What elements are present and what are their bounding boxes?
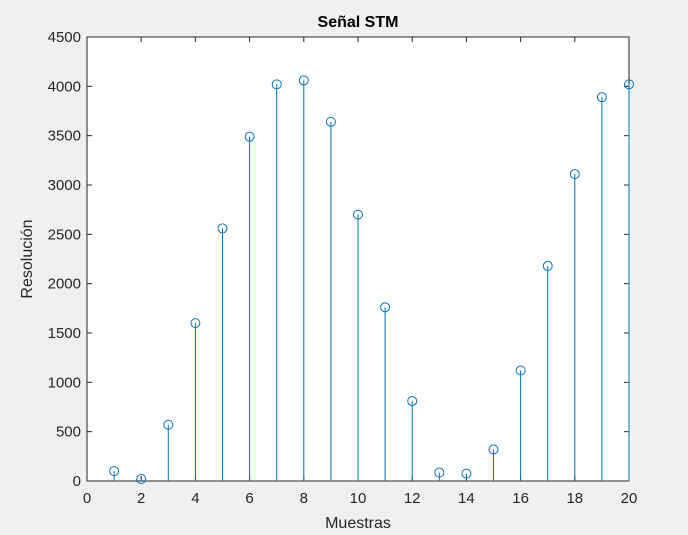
stem-marker [136,474,147,485]
x-tick-label: 4 [191,490,199,507]
stem-marker [380,302,391,313]
stem-marker [515,365,526,376]
stem-marker [624,79,634,90]
stem-marker [596,92,607,103]
stem-series [109,75,634,485]
stem-marker [190,318,201,329]
x-axis: 0 2 4 6 8 10 12 14 16 18 20 [83,37,638,507]
y-tick-label: 500 [56,424,81,441]
x-tick-label: 18 [566,490,583,507]
stem-marker [569,169,580,180]
y-axis-label: Resolución [19,219,36,298]
stem-marker [109,466,120,477]
x-tick-label: 6 [245,490,253,507]
y-tick-label: 3000 [48,177,81,194]
stem-marker [461,468,472,479]
x-tick-label: 10 [350,490,367,507]
y-tick-label: 3500 [48,128,81,145]
y-tick-label: 0 [73,473,81,490]
chart-title: Señal STM [318,14,399,31]
x-tick-label: 2 [137,490,145,507]
stem-marker [353,209,363,220]
stem-marker [298,75,309,86]
y-tick-label: 2000 [48,276,81,293]
stem-marker [542,260,553,271]
y-axis: 0 500 1000 1500 2000 2500 3000 3500 4000 4500 [48,29,629,490]
stem-marker [271,79,282,90]
y-tick-label: 1000 [48,374,81,391]
y-tick-label: 4500 [48,29,81,46]
stem-marker [244,131,255,142]
y-tick-label: 1500 [48,325,81,342]
y-tick-label: 4000 [48,78,81,95]
stem-marker [217,223,228,234]
x-tick-label: 0 [83,490,91,507]
x-axis-label: Muestras [325,515,391,532]
x-tick-label: 20 [621,490,638,507]
stem-marker [434,467,445,478]
x-tick-label: 8 [300,490,308,507]
stem-marker [325,116,336,127]
x-tick-label: 14 [458,490,475,507]
stem-marker [163,419,174,430]
x-tick-label: 16 [512,490,529,507]
stem-marker [488,444,499,455]
x-tick-label: 12 [404,490,421,507]
y-tick-label: 2500 [48,226,81,243]
stem-marker [407,396,418,407]
